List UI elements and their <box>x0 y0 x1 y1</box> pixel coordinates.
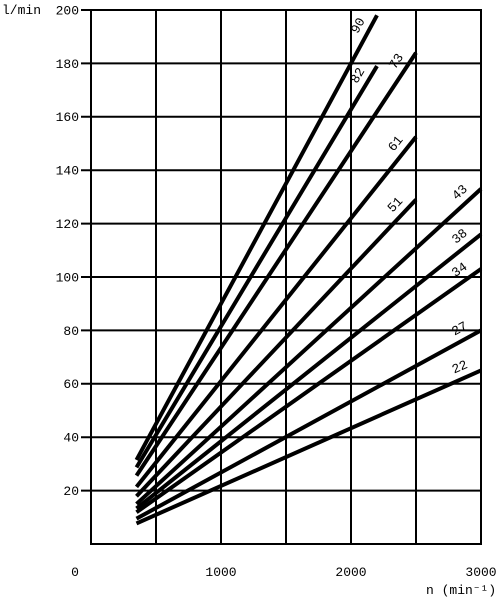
series-label: 34 <box>449 259 471 280</box>
x-tick-label: 3000 <box>465 565 496 580</box>
y-tick-label: 200 <box>56 3 79 18</box>
series-label: 82 <box>347 65 368 86</box>
y-tick-label: 60 <box>63 377 79 392</box>
data-line <box>134 14 379 461</box>
y-tick-label: 180 <box>56 57 79 72</box>
x-tick-label: 2000 <box>335 565 366 580</box>
series-label: 22 <box>450 357 470 377</box>
data-line <box>134 65 379 469</box>
data-line <box>135 198 418 498</box>
y-tick-label: 100 <box>56 270 79 285</box>
y-tick-label: 20 <box>63 484 79 499</box>
y-axis-label: l/min <box>2 3 41 18</box>
x-axis-label: n (min⁻¹) <box>426 583 496 598</box>
y-tick-label: 140 <box>56 164 79 179</box>
data-line <box>135 267 483 514</box>
x-tick-label: 1000 <box>205 565 236 580</box>
series-label: 73 <box>386 51 407 72</box>
data-line <box>134 135 418 489</box>
data-line <box>135 328 482 521</box>
series-label: 90 <box>348 15 369 36</box>
y-tick-label: 120 <box>56 217 79 232</box>
y-tick-label: 160 <box>56 110 79 125</box>
data-line <box>134 51 418 477</box>
data-line <box>135 187 483 506</box>
series-label: 27 <box>449 319 470 340</box>
data-line <box>135 368 482 526</box>
data-line <box>135 232 483 511</box>
y-tick-label: 40 <box>63 431 79 446</box>
x-tick-label: 0 <box>71 565 79 580</box>
y-tick-label: 80 <box>63 324 79 339</box>
